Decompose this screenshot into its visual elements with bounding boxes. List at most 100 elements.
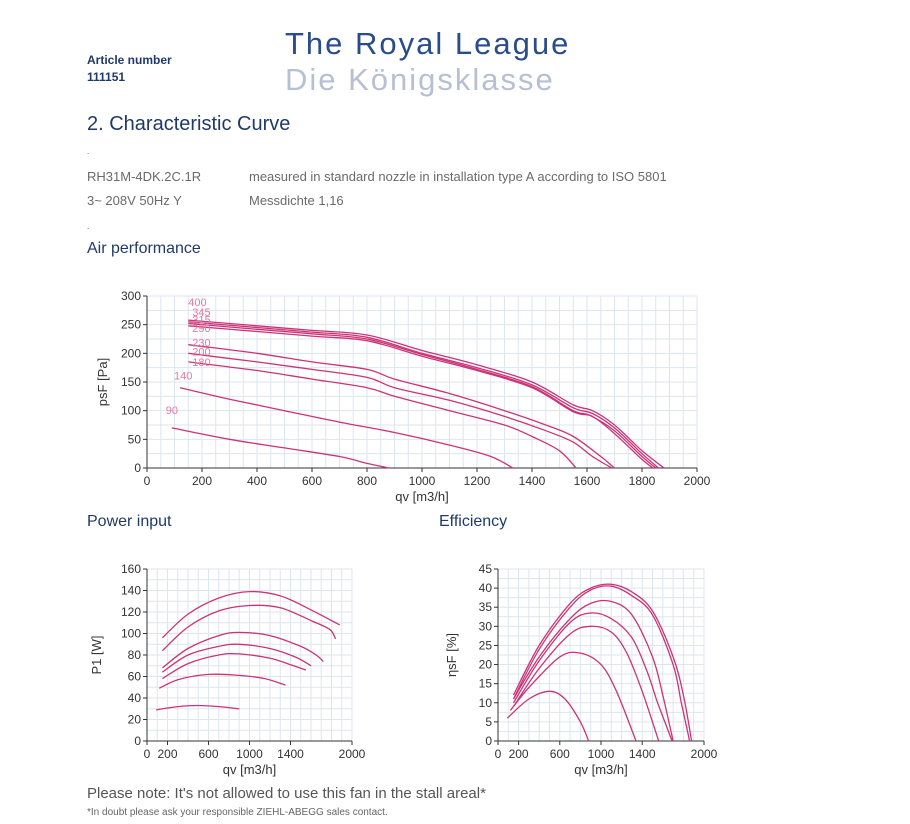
x-tick-label: 600: [550, 747, 570, 761]
series-line-230: [162, 631, 324, 669]
y-tick-label: 160: [121, 562, 141, 576]
y-axis-label: P1 [W]: [89, 635, 104, 674]
curve-annotation: 400: [188, 297, 206, 309]
y-axis-label: psF [Pa]: [95, 358, 110, 406]
x-axis-label: qv [m3/h]: [574, 762, 627, 777]
series-line-200: [162, 643, 312, 673]
curve-annotation: 200: [192, 346, 210, 358]
y-tick-label: 10: [479, 696, 493, 710]
y-tick-label: 80: [128, 648, 142, 662]
series-line-140: [159, 673, 286, 689]
article-number-value: 111151: [87, 70, 126, 84]
curve-annotation: 230: [192, 338, 210, 350]
y-tick-label: 35: [479, 600, 493, 614]
series-line-180: [188, 361, 577, 469]
efficiency-chart: 0 200 600 1000 1400 2000 0 5 10 15 20 25 30 35 40 45 qv …: [444, 562, 718, 777]
x-tick-label: 2000: [339, 747, 366, 761]
y-tick-label: 45: [479, 562, 493, 576]
curve-annotation: 290: [192, 323, 210, 335]
y-tick-label: 20: [128, 713, 142, 727]
x-tick-label: 600: [198, 747, 218, 761]
series-line-345: [188, 321, 659, 469]
series-line-200: [188, 352, 613, 469]
y-tick-label: 50: [128, 432, 142, 446]
dot-marker: .: [87, 147, 90, 156]
x-tick-label: 1000: [409, 474, 436, 488]
series-line-180: [162, 652, 307, 680]
series-line-230: [512, 599, 674, 742]
y-tick-label: 0: [485, 734, 492, 748]
efficiency-heading: Efficiency: [439, 513, 508, 530]
sales-contact-footnote: *In doubt please ask your responsible ZI…: [87, 807, 388, 818]
density-note: Messdichte 1,16: [249, 193, 344, 208]
x-tick-label: 1000: [588, 747, 615, 761]
x-tick-label: 0: [144, 474, 151, 488]
power-input-chart: 0 200 600 1000 1400 2000 0 20 40 60 80 100 120 140 160…: [89, 562, 366, 777]
x-tick-label: 2000: [684, 474, 711, 488]
y-tick-label: 60: [128, 670, 142, 684]
y-tick-label: 40: [128, 691, 142, 705]
curve-annotation: 345: [192, 307, 210, 319]
section-title: 2. Characteristic Curve: [87, 113, 291, 135]
power-input-heading: Power input: [87, 513, 172, 530]
x-axis-label: qv [m3/h]: [395, 489, 448, 504]
x-tick-label: 200: [509, 747, 529, 761]
y-tick-label: 140: [121, 584, 141, 598]
curve-annotation: 140: [174, 371, 192, 383]
y-tick-label: 25: [479, 638, 493, 652]
y-axis-label: ηsF [%]: [444, 633, 459, 677]
x-tick-label: 1200: [464, 474, 491, 488]
y-tick-label: 100: [121, 627, 141, 641]
x-tick-label: 1400: [629, 747, 656, 761]
series-line-180: [512, 625, 660, 742]
y-tick-label: 120: [121, 605, 141, 619]
x-tick-label: 1000: [236, 747, 263, 761]
x-tick-label: 1600: [574, 474, 601, 488]
dot-marker: .: [87, 222, 90, 231]
series-line-230: [188, 344, 615, 469]
x-tick-label: 1400: [277, 747, 304, 761]
curve-annotation: 315: [192, 315, 210, 327]
y-tick-label: 300: [121, 289, 141, 303]
x-tick-label: 200: [192, 474, 212, 488]
x-tick-label: 400: [247, 474, 267, 488]
y-tick-label: 30: [479, 619, 493, 633]
x-tick-label: 2000: [691, 747, 718, 761]
series-line-90: [156, 704, 240, 711]
series-line-90: [506, 690, 590, 742]
x-tick-label: 1800: [629, 474, 656, 488]
series-line-140: [179, 387, 514, 469]
series-line-400: [161, 590, 340, 639]
x-tick-label: 1400: [519, 474, 546, 488]
y-tick-label: 0: [134, 734, 141, 748]
y-tick-label: 100: [121, 404, 141, 418]
series-line-140: [509, 651, 637, 742]
y-tick-label: 200: [121, 346, 141, 360]
measurement-note: measured in standard nozzle in installat…: [249, 169, 667, 184]
series-line-90: [171, 427, 390, 469]
x-tick-label: 800: [357, 474, 377, 488]
x-tick-label: 600: [302, 474, 322, 488]
y-tick-label: 250: [121, 318, 141, 332]
x-tick-label: 200: [157, 747, 177, 761]
air-performance-chart: 0 200 400 600 800 1000 1200 1400 1600 1800 2000 0 50…: [95, 289, 711, 504]
brand-title-de: Die Königsklasse: [285, 62, 555, 97]
series-line-400: [512, 583, 693, 742]
curve-annotation: 180: [192, 357, 210, 369]
stall-warning-note: Please note: It's not allowed to use thi…: [87, 785, 486, 802]
series-line-290: [188, 325, 654, 469]
supply-spec: 3~ 208V 50Hz Y: [87, 193, 182, 208]
fan-model: RH31M-4DK.2C.1R: [87, 169, 202, 184]
y-tick-label: 15: [479, 677, 493, 691]
y-tick-label: 5: [485, 715, 492, 729]
air-performance-heading: Air performance: [87, 240, 201, 257]
x-axis-label: qv [m3/h]: [223, 762, 276, 777]
series-line-345: [161, 604, 337, 652]
y-tick-label: 0: [134, 461, 141, 475]
series-line-315: [188, 322, 657, 469]
brand-title-en: The Royal League: [285, 26, 571, 61]
y-tick-label: 150: [121, 375, 141, 389]
series-line-200: [512, 612, 673, 742]
series-line-400: [188, 319, 665, 469]
article-number-label: Article number: [87, 53, 172, 67]
